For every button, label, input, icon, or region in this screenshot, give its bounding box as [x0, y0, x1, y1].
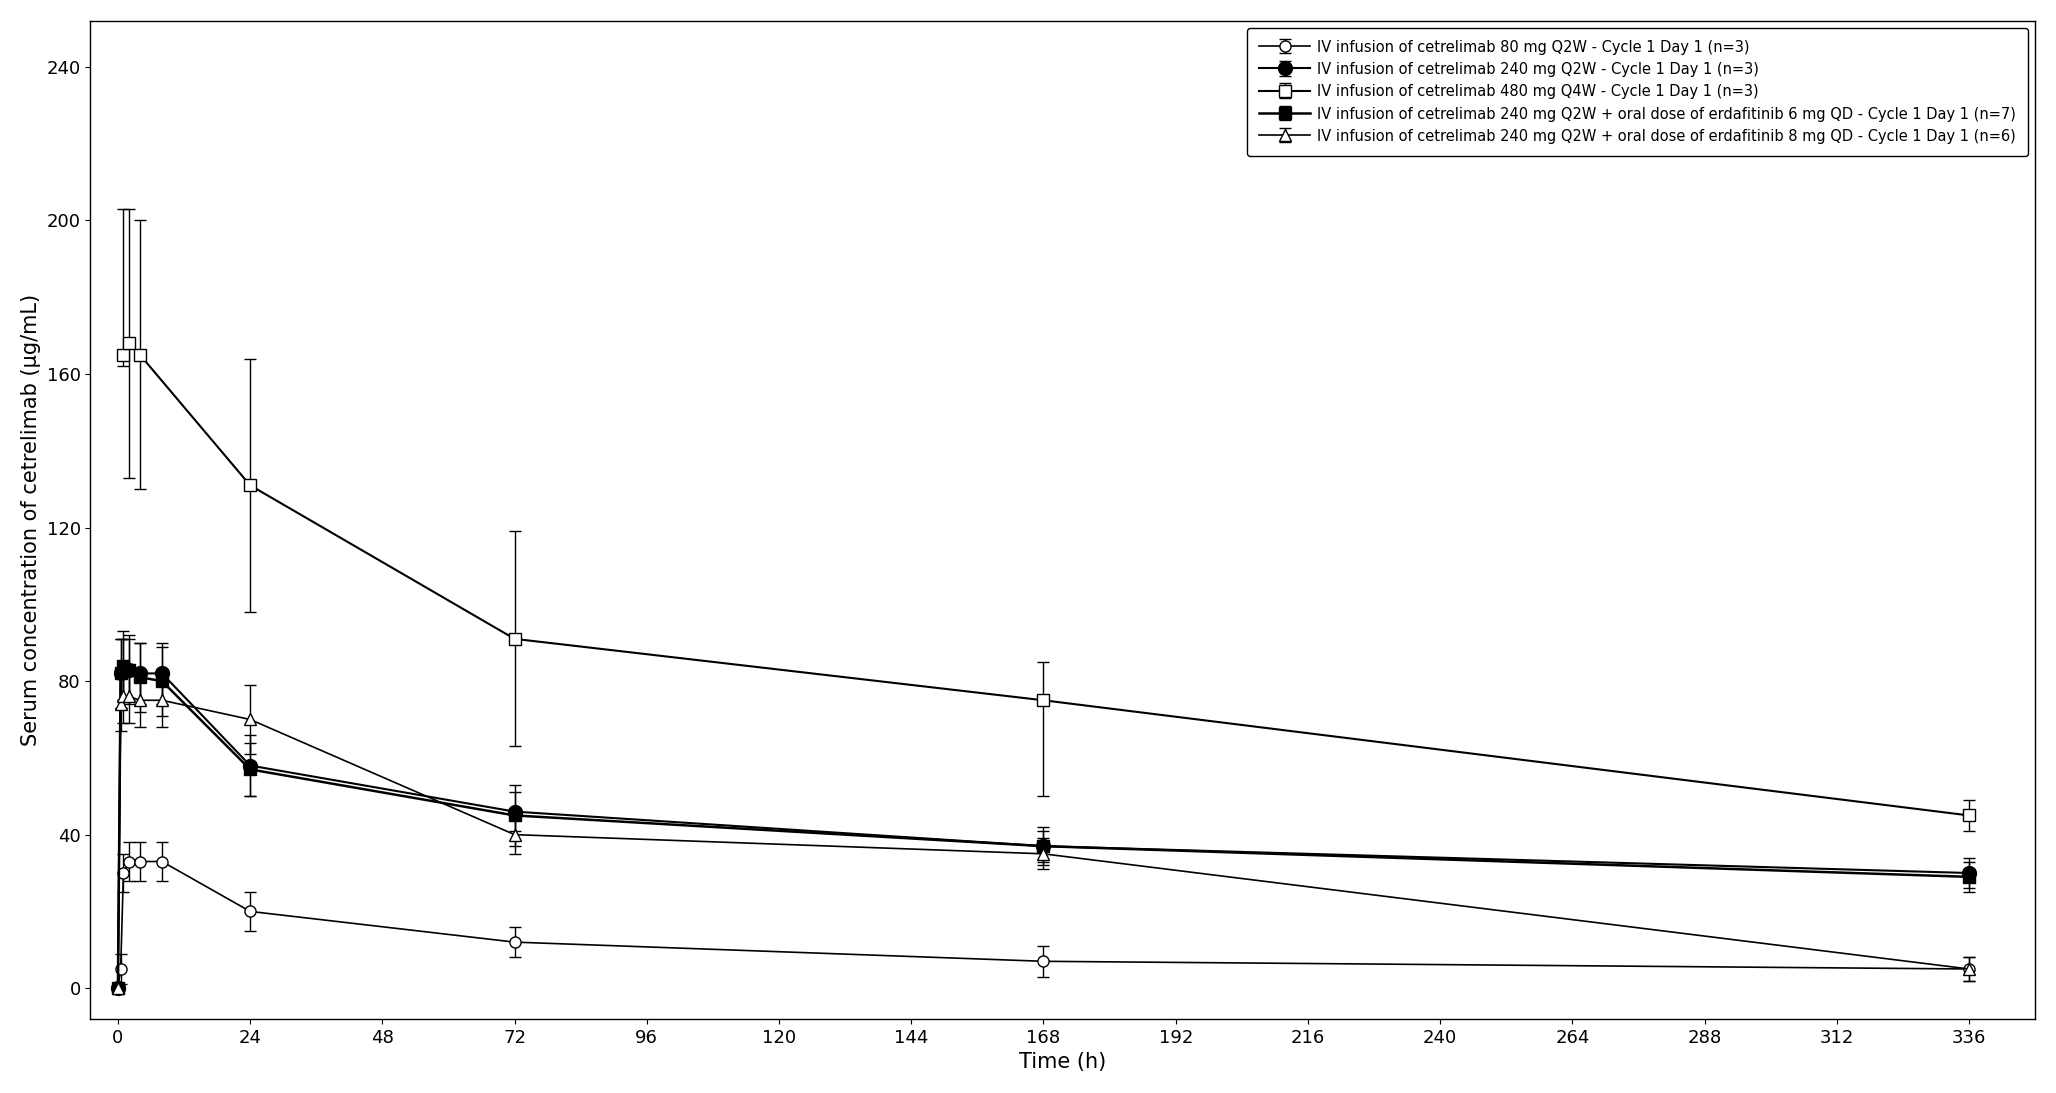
- Legend: IV infusion of cetrelimab 80 mg Q2W - Cycle 1 Day 1 (n=3), IV infusion of cetrel: IV infusion of cetrelimab 80 mg Q2W - Cy…: [1248, 28, 2027, 155]
- Y-axis label: Serum concentration of cetrelimab (µg/mL): Serum concentration of cetrelimab (µg/mL…: [21, 294, 41, 745]
- X-axis label: Time (h): Time (h): [1020, 1053, 1106, 1072]
